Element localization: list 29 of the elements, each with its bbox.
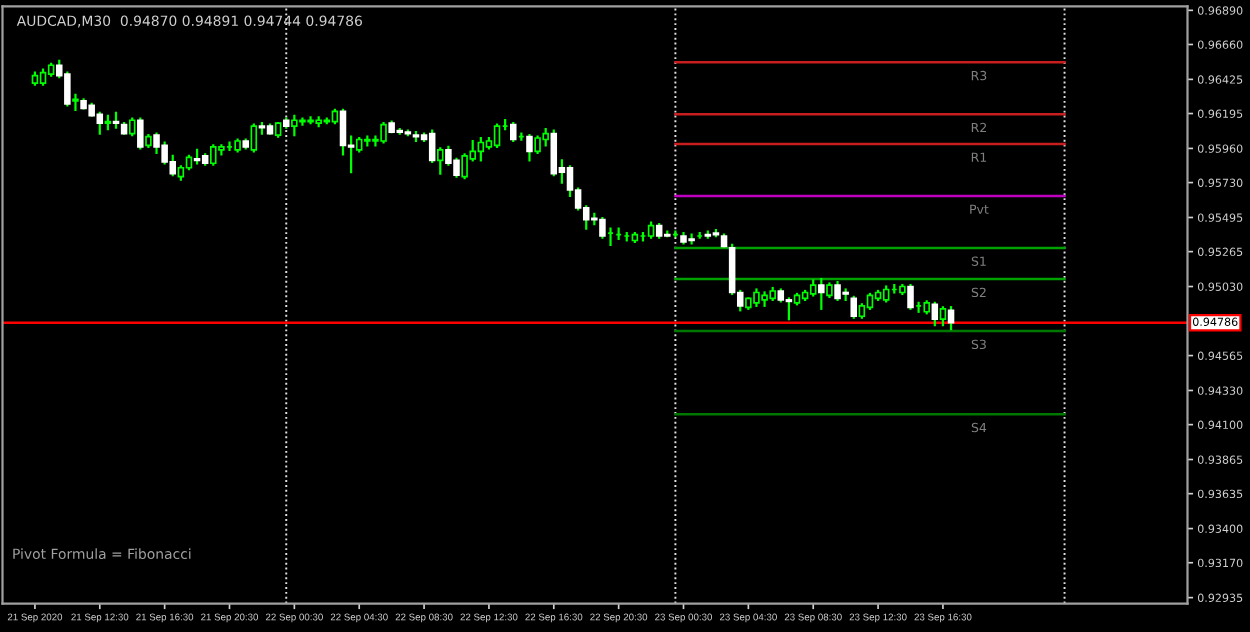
candlestick [339, 108, 347, 156]
candlestick [477, 136, 485, 162]
candlestick [818, 277, 825, 310]
candlestick [688, 233, 695, 245]
candlestick [761, 291, 768, 307]
candlestick [291, 114, 298, 137]
candlestick [947, 306, 955, 331]
candlestick [137, 117, 144, 150]
candlestick [380, 122, 387, 144]
candlestick [550, 129, 558, 177]
candlestick [850, 295, 858, 319]
candlestick [461, 153, 468, 180]
candlestick [72, 93, 79, 111]
candlestick [250, 123, 258, 153]
candlestick [210, 144, 217, 166]
candlestick [96, 111, 104, 135]
candlestick [931, 301, 939, 327]
candlestick [526, 133, 533, 162]
candlestick [493, 123, 501, 149]
candlestick [299, 117, 306, 126]
candlestick [599, 217, 606, 239]
candlestick [428, 129, 436, 163]
candlestick [307, 116, 314, 125]
candlestick [437, 147, 444, 175]
candlestick [364, 135, 371, 147]
candlestick [218, 144, 225, 156]
candlestick [64, 71, 71, 107]
candlestick [907, 283, 914, 310]
candlestick [785, 297, 793, 321]
